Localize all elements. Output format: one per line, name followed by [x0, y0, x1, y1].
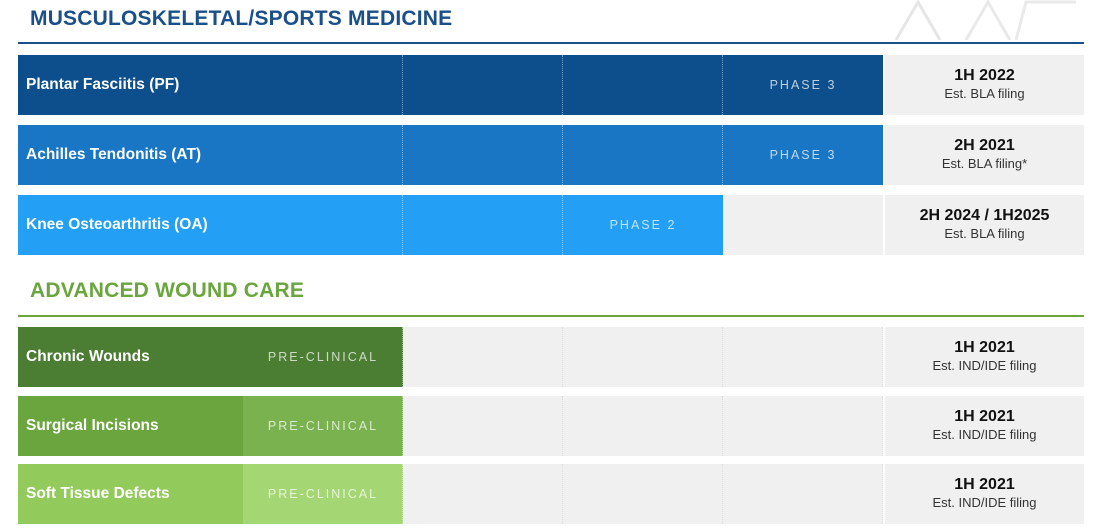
milestone-date: 1H 2021: [954, 339, 1015, 357]
milestone-description: Est. IND/IDE filing: [932, 426, 1037, 442]
section-title-musculoskeletal: MUSCULOSKELETAL/SPORTS MEDICINE: [30, 7, 453, 30]
milestone-date: 1H 2022: [954, 67, 1015, 85]
milestone-description: Est. IND/IDE filing: [932, 494, 1037, 510]
pipeline-row-chronic-wounds: Chronic Wounds PRE-CLINICAL 1H 2021 Est.…: [18, 327, 1084, 387]
section-divider: [18, 315, 1084, 317]
phase-label: PRE-CLINICAL: [267, 350, 379, 364]
milestone-date: 1H 2021: [954, 476, 1015, 494]
indication-label: Knee Osteoarthritis (OA): [26, 216, 208, 233]
milestone-date: 2H 2024 / 1H2025: [919, 207, 1050, 225]
section-divider: [18, 42, 1084, 44]
pipeline-row-achilles-tendonitis: Achilles Tendonitis (AT) PHASE 3 2H 2021…: [18, 125, 1084, 185]
indication-label: Plantar Fasciitis (PF): [26, 76, 180, 93]
phase-label: PRE-CLINICAL: [267, 487, 379, 501]
indication-label: Surgical Incisions: [26, 417, 159, 434]
section-title-wound-care: ADVANCED WOUND CARE: [30, 279, 305, 302]
milestone-description: Est. BLA filing: [944, 85, 1025, 101]
phase-label: PRE-CLINICAL: [267, 419, 379, 433]
milestone-description: Est. BLA filing: [944, 225, 1025, 241]
progress-bar: [18, 396, 403, 456]
milestone-box: 2H 2021 Est. BLA filing*: [883, 125, 1084, 185]
milestone-box: 1H 2021 Est. IND/IDE filing: [883, 327, 1084, 387]
phase-label: PHASE 2: [609, 218, 677, 232]
milestone-date: 1H 2021: [954, 408, 1015, 426]
milestone-box: 1H 2022 Est. BLA filing: [883, 55, 1084, 115]
milestone-box: 1H 2021 Est. IND/IDE filing: [883, 464, 1084, 524]
indication-label: Soft Tissue Defects: [26, 485, 170, 502]
pipeline-row-surgical-incisions: Surgical Incisions PRE-CLINICAL 1H 2021 …: [18, 396, 1084, 456]
indication-label: Achilles Tendonitis (AT): [26, 146, 202, 163]
indication-label: Chronic Wounds: [26, 348, 150, 365]
phase-label: PHASE 3: [769, 148, 837, 162]
milestone-date: 2H 2021: [954, 137, 1015, 155]
milestone-description: Est. BLA filing*: [941, 155, 1028, 171]
progress-bar: [18, 195, 723, 255]
progress-bar: [18, 55, 883, 115]
background-watermark: [894, 0, 1076, 40]
progress-bar: [18, 464, 403, 524]
pipeline-row-plantar-fasciitis: Plantar Fasciitis (PF) PHASE 3 1H 2022 E…: [18, 55, 1084, 115]
milestone-box: 1H 2021 Est. IND/IDE filing: [883, 396, 1084, 456]
phase-label: PHASE 3: [769, 78, 837, 92]
progress-bar: [18, 125, 883, 185]
pipeline-row-soft-tissue-defects: Soft Tissue Defects PRE-CLINICAL 1H 2021…: [18, 464, 1084, 524]
milestone-box: 2H 2024 / 1H2025 Est. BLA filing: [883, 195, 1084, 255]
pipeline-row-knee-osteoarthritis: Knee Osteoarthritis (OA) PHASE 2 2H 2024…: [18, 195, 1084, 255]
progress-bar: [18, 327, 403, 387]
milestone-description: Est. IND/IDE filing: [932, 357, 1037, 373]
